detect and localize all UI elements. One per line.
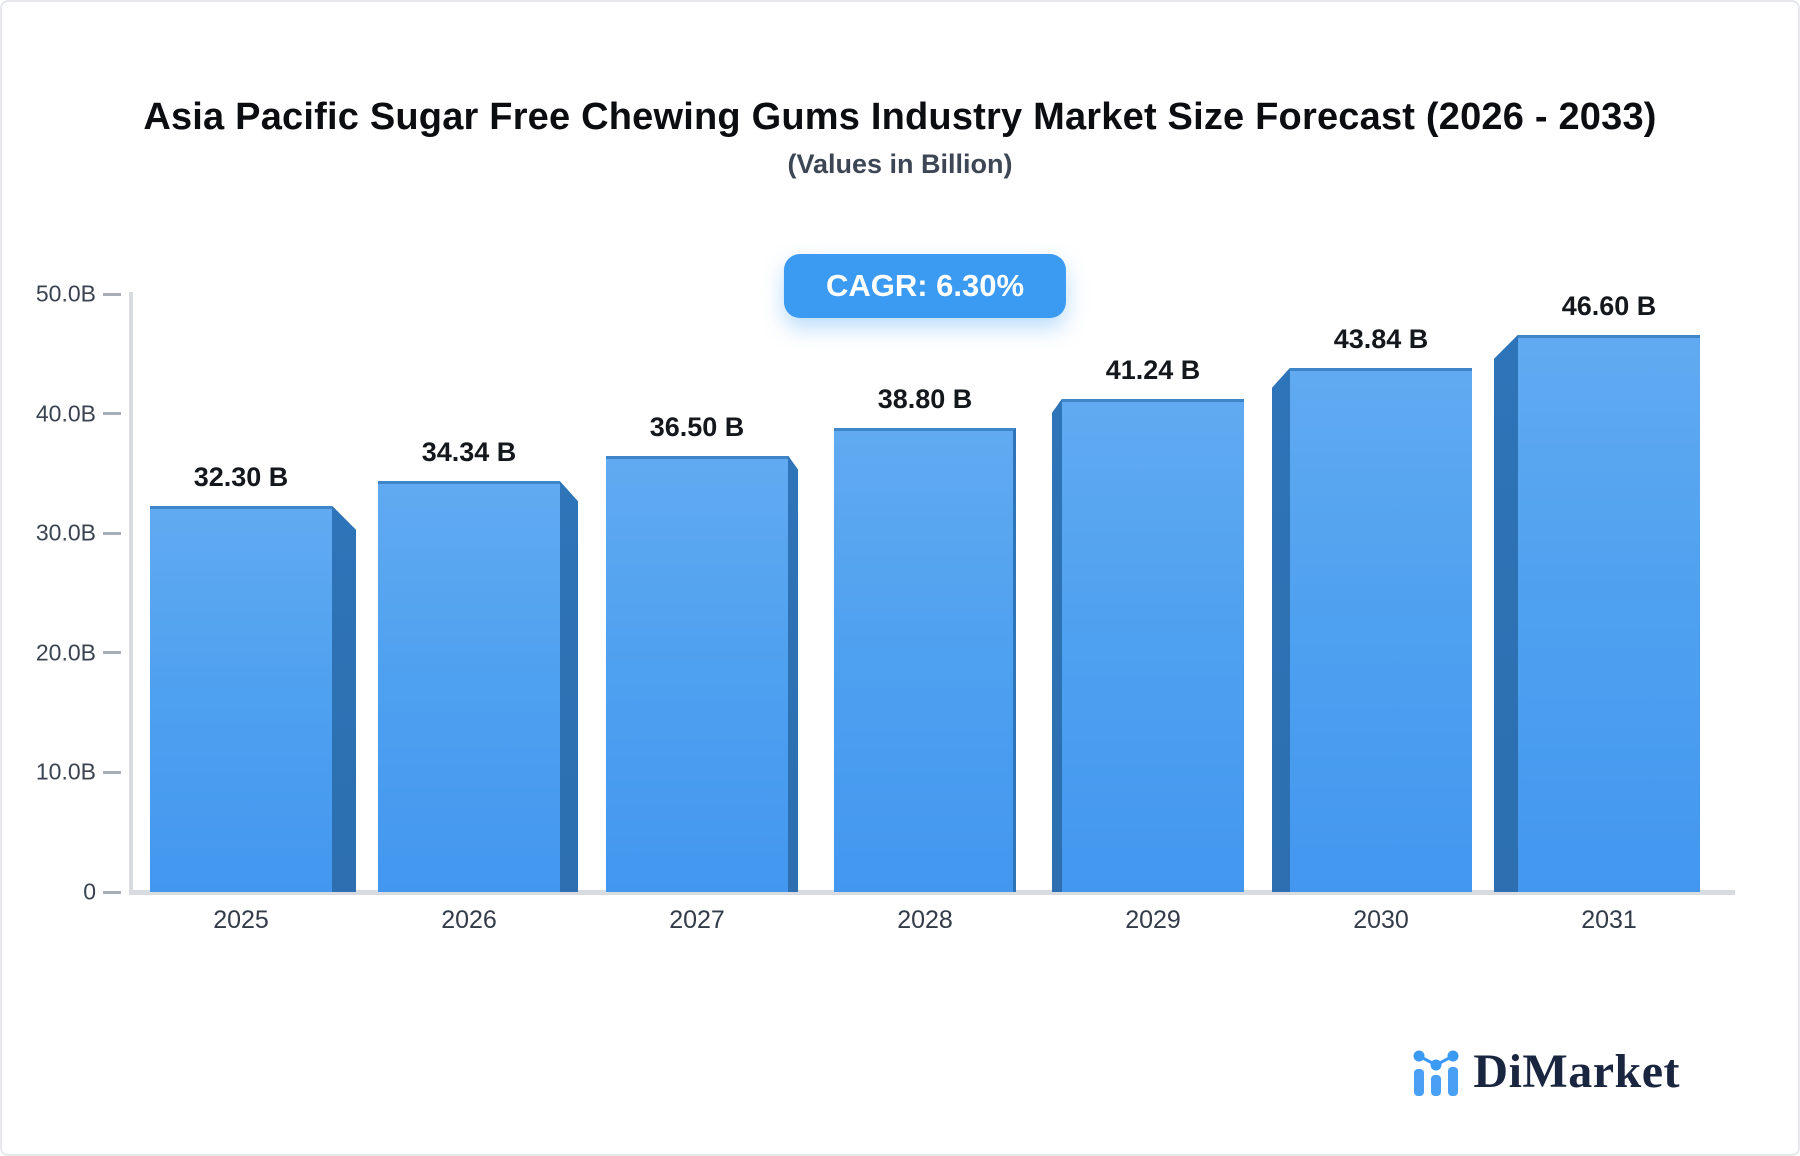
bar-value-label-2026: 34.34 B bbox=[421, 437, 517, 468]
bar-2030-side-face bbox=[1272, 367, 1290, 892]
bar-line-chart-icon bbox=[1413, 1050, 1459, 1096]
y-axis-line bbox=[129, 292, 133, 894]
y-axis-tick-label: 40.0B bbox=[35, 400, 96, 427]
chart-subtitle: (Values in Billion) bbox=[787, 149, 1013, 179]
bar-2026[interactable] bbox=[378, 481, 560, 892]
x-axis-label-2025: 2025 bbox=[213, 906, 269, 934]
bar-value-label-2028: 38.80 B bbox=[877, 384, 973, 414]
bar-value-label-2027: 36.50 B bbox=[649, 411, 745, 442]
y-axis-tick-label: 10.0B bbox=[35, 758, 96, 785]
bar-2026-side-face bbox=[560, 481, 578, 892]
y-axis-tick-label: 0 bbox=[83, 878, 96, 905]
bar-2031[interactable] bbox=[1518, 334, 1700, 892]
y-axis-tick-label: 50.0B bbox=[35, 280, 96, 307]
x-axis-label-2030: 2030 bbox=[1353, 906, 1409, 934]
bar-2029[interactable] bbox=[1062, 398, 1244, 892]
x-axis-label-2027: 2027 bbox=[669, 906, 725, 934]
bar-2025[interactable] bbox=[150, 505, 332, 892]
brand-logo: DiMarket bbox=[1411, 1044, 1680, 1099]
bar-value-label-2030: 43.84 B bbox=[1333, 323, 1429, 354]
y-axis-tick bbox=[103, 651, 121, 655]
brand-logo-text: DiMarket bbox=[1473, 1045, 1680, 1098]
x-axis-label-2031: 2031 bbox=[1581, 906, 1637, 934]
y-axis-tick bbox=[103, 890, 121, 894]
chart-title: Asia Pacific Sugar Free Chewing Gums Ind… bbox=[143, 96, 1657, 138]
x-axis-label-2026: 2026 bbox=[441, 906, 497, 934]
y-axis-tick bbox=[103, 292, 121, 296]
cagr-badge: CAGR: 6.30% bbox=[783, 254, 1067, 318]
y-axis-tick bbox=[103, 531, 121, 535]
bar-2028[interactable] bbox=[834, 428, 1016, 892]
y-axis-tick-label: 20.0B bbox=[35, 639, 96, 666]
bar-2027[interactable] bbox=[606, 455, 788, 892]
x-axis-line bbox=[129, 890, 1735, 895]
bar-2029-side-face bbox=[1052, 398, 1062, 892]
bar-2027-side-face bbox=[788, 455, 798, 892]
x-axis-label-2029: 2029 bbox=[1125, 906, 1181, 934]
bar-value-label-2025: 32.30 B bbox=[193, 461, 289, 492]
bar-value-label-2031: 46.60 B bbox=[1561, 290, 1657, 321]
bar-2030[interactable] bbox=[1290, 367, 1472, 892]
x-axis-label-2028: 2028 bbox=[897, 906, 953, 934]
bar-value-label-2029: 41.24 B bbox=[1105, 354, 1201, 385]
bar-2031-side-face bbox=[1494, 334, 1518, 892]
y-axis-tick bbox=[103, 412, 121, 416]
y-axis-tick bbox=[103, 770, 121, 774]
y-axis-tick-label: 30.0B bbox=[35, 519, 96, 546]
bar-2025-side-face bbox=[332, 505, 356, 892]
